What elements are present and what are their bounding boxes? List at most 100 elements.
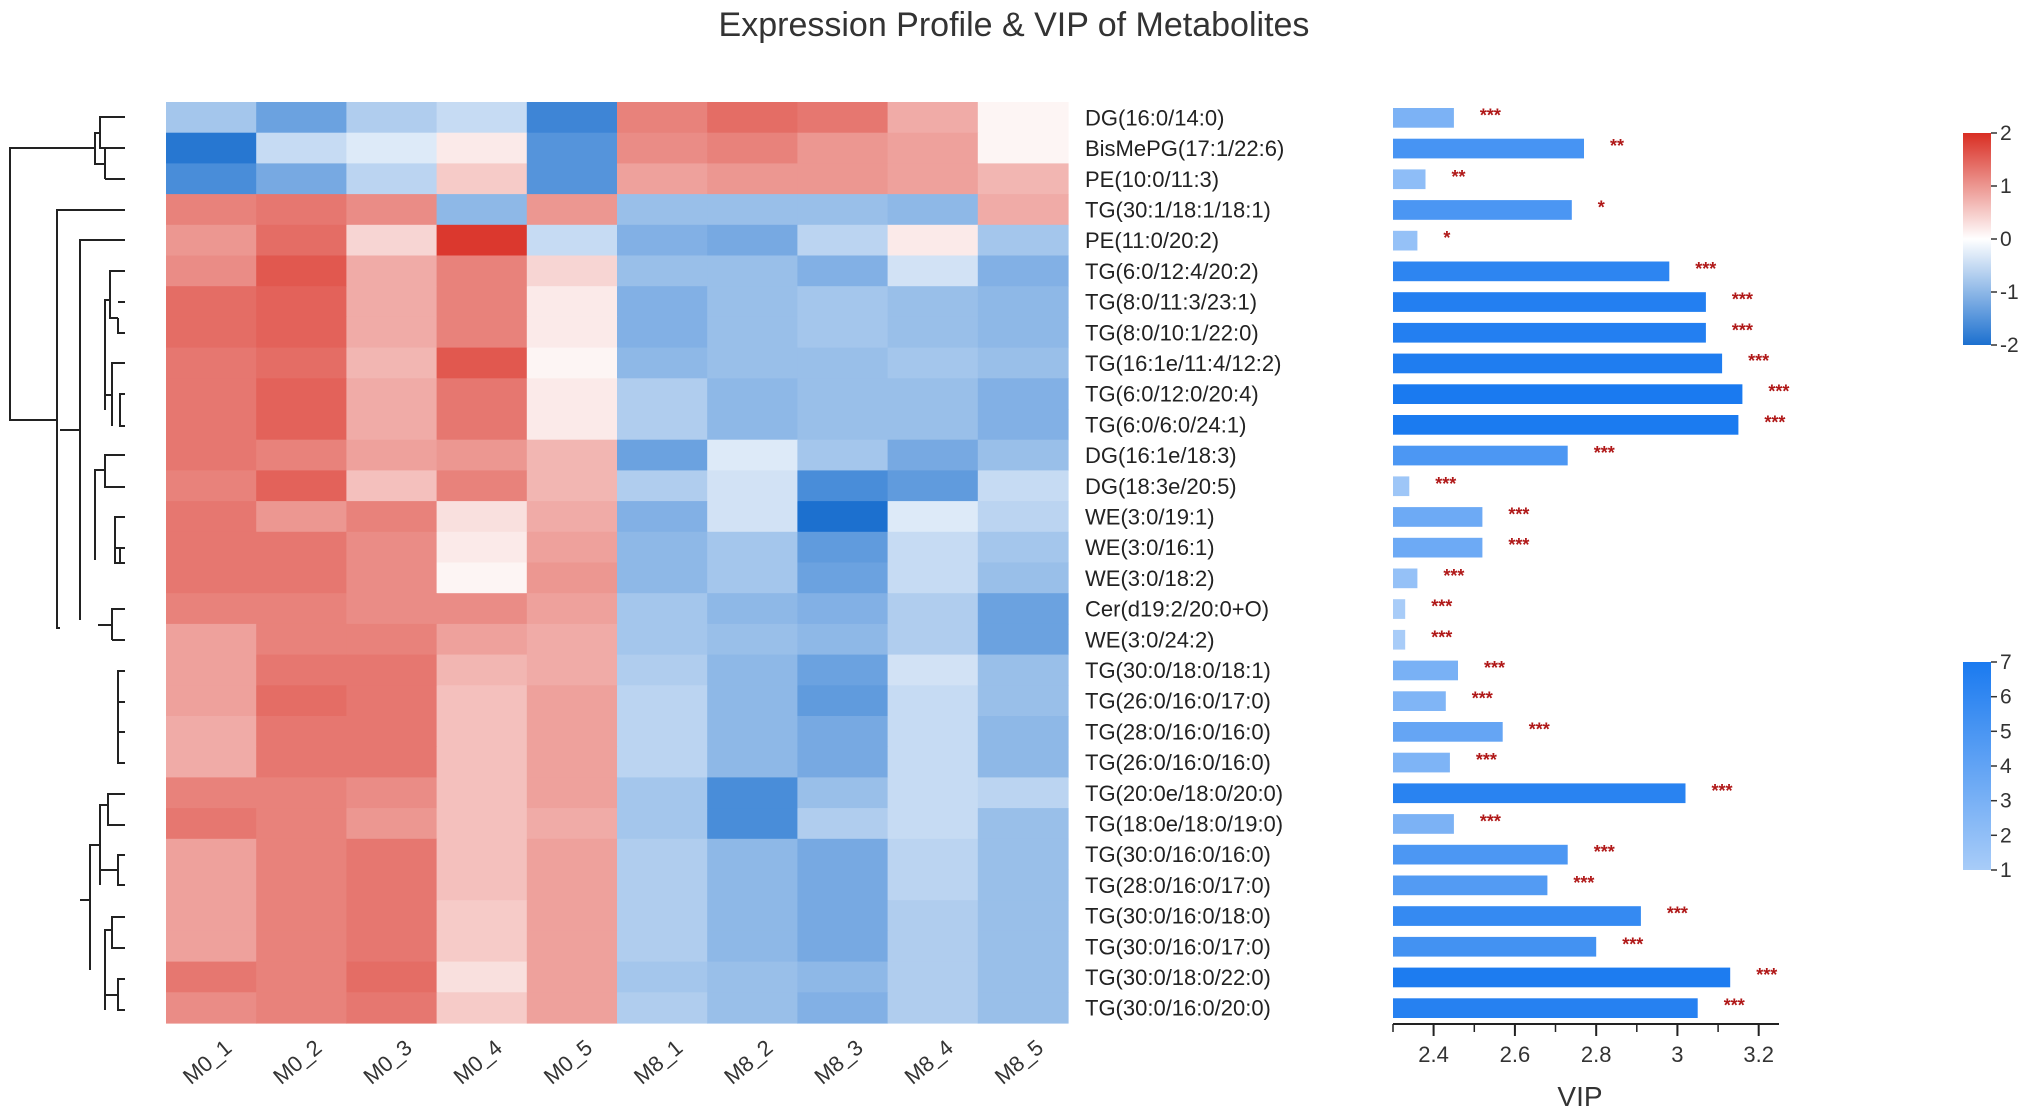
heatmap-cell: [887, 132, 979, 164]
heatmap-cell: [617, 286, 708, 318]
heatmap-cell: [977, 194, 1069, 226]
heatmap-cell: [166, 992, 257, 1024]
heatmap-cell: [797, 501, 889, 533]
heatmap-cell: [617, 501, 708, 533]
heatmap-cell: [436, 961, 528, 993]
heatmap-cell: [707, 869, 798, 901]
heatmap-cell: [887, 439, 979, 471]
heatmap-cell: [166, 286, 257, 318]
heatmap-cell: [617, 593, 708, 625]
heatmap-cell: [977, 531, 1069, 564]
heatmap-cell: [256, 777, 347, 809]
heatmap-cell: [346, 593, 438, 625]
heatmap-cell: [707, 685, 798, 717]
heatmap-cell: [707, 930, 798, 963]
heatmap-cell: [887, 378, 979, 410]
heatmap-cell: [166, 716, 257, 748]
heatmap-cell: [346, 194, 438, 226]
heatmap-cell: [887, 808, 979, 840]
heatmap-cell: [256, 746, 347, 778]
heatmap-cell: [526, 869, 618, 901]
heatmap-cell: [166, 347, 257, 379]
heatmap-cell: [977, 163, 1069, 195]
heatmap-cell: [256, 593, 347, 625]
heatmap-cell: [166, 808, 257, 840]
significance-label: ***: [1476, 750, 1497, 770]
heatmap-cell: [887, 562, 979, 594]
heatmap-cell: [346, 623, 438, 656]
heatmap-cell: [707, 102, 798, 134]
heatmap-cell: [166, 869, 257, 901]
heatmap-cell: [617, 961, 708, 993]
heatmap-cell: [707, 316, 798, 349]
heatmap-cell: [526, 132, 618, 164]
vip-bar: [1393, 844, 1568, 865]
metabolite-label: DG(16:0/14:0): [1085, 105, 1224, 130]
heatmap-cell: [977, 255, 1069, 287]
heatmap-cell: [617, 777, 708, 809]
metabolite-label: WE(3:0/16:1): [1085, 535, 1215, 560]
metabolite-label: DG(18:3e/20:5): [1085, 474, 1237, 499]
metabolite-label: TG(28:0/16:0/16:0): [1085, 719, 1271, 744]
heatmap-cell: [256, 654, 347, 686]
heatmap-cell: [887, 194, 979, 226]
heatmap-cell: [707, 593, 798, 625]
heatmap-cell: [346, 347, 438, 379]
heatmap-cell: [797, 716, 889, 748]
vip-bar: [1393, 353, 1723, 374]
heatmap-cell: [166, 531, 257, 564]
vip-bar: [1393, 599, 1406, 619]
heatmap-cell: [346, 961, 438, 993]
zscore-legend-label: 1: [2000, 175, 2012, 198]
vip-bar: [1393, 476, 1410, 497]
heatmap-cell: [436, 992, 528, 1024]
heatmap-cell: [977, 961, 1069, 993]
metabolite-label: TG(26:0/16:0/17:0): [1085, 689, 1271, 714]
heatmap-cell: [977, 838, 1069, 871]
heatmap-cell: [256, 347, 347, 379]
heatmap-cell: [617, 470, 708, 502]
vip-legend-label: 2: [2000, 824, 2012, 847]
heatmap-cell: [436, 593, 528, 625]
heatmap-cell: [526, 716, 618, 748]
heatmap-cell: [977, 593, 1069, 625]
heatmap-cell: [256, 194, 347, 226]
heatmap-cell: [256, 808, 347, 840]
heatmap-cell: [436, 409, 528, 441]
sample-label: M8_5: [990, 1035, 1048, 1090]
row-dendrogram: [9, 116, 125, 1011]
heatmap-cell: [256, 531, 347, 564]
heatmap-cell: [436, 685, 528, 717]
vip-tick-label: 3: [1671, 1042, 1683, 1067]
significance-label: ***: [1667, 904, 1688, 924]
heatmap-cell: [797, 224, 889, 257]
heatmap-cell: [256, 685, 347, 717]
heatmap-cell: [707, 255, 798, 287]
heatmap-cell: [526, 623, 618, 656]
heatmap-cell: [707, 654, 798, 686]
heatmap-cell: [887, 992, 979, 1024]
heatmap-cell: [977, 132, 1069, 164]
significance-label: *: [1443, 228, 1450, 248]
significance-label: **: [1610, 136, 1624, 156]
heatmap-cell: [256, 716, 347, 748]
heatmap-cell: [526, 562, 618, 594]
heatmap-cell: [977, 347, 1069, 379]
heatmap-cell: [797, 409, 889, 441]
heatmap-cell: [166, 961, 257, 993]
heatmap-cell: [256, 900, 347, 932]
significance-label: ***: [1480, 105, 1501, 125]
heatmap-cell: [617, 623, 708, 656]
heatmap-cell: [977, 286, 1069, 318]
vip-bar: [1393, 415, 1739, 435]
heatmap-cell: [887, 961, 979, 993]
vip-bar: [1393, 200, 1572, 220]
vip-bar: [1393, 568, 1418, 589]
sample-label: M0_1: [178, 1035, 236, 1090]
heatmap-cell: [797, 900, 889, 932]
heatmap-cell: [977, 562, 1069, 594]
metabolite-label: PE(10:0/11:3): [1085, 167, 1219, 192]
heatmap-cell: [526, 501, 618, 533]
significance-label: ***: [1435, 474, 1456, 494]
heatmap-cell: [166, 838, 257, 871]
